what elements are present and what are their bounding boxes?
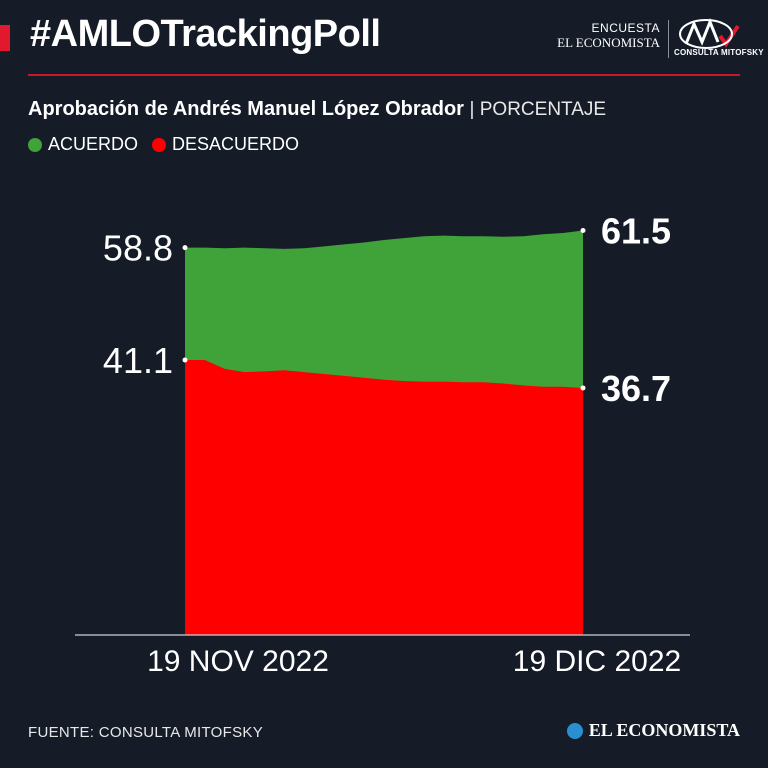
brand-line-economista: EL ECONOMISTA xyxy=(557,35,660,50)
area-series-desacuerdo xyxy=(185,360,583,635)
legend-label-acuerdo: ACUERDO xyxy=(48,134,139,154)
chart-legend: ACUERDO DESACUERDO xyxy=(28,134,299,155)
legend-label-desacuerdo: DESACUERDO xyxy=(172,134,300,154)
start-dot-acuerdo xyxy=(182,245,188,251)
subtitle-main: Aprobación de Andrés Manuel López Obrado… xyxy=(28,98,464,120)
x-tick-label-end: 19 DIC 2022 xyxy=(513,645,681,678)
brand-line-encuesta: ENCUESTA xyxy=(591,21,660,35)
footer-brand-name: EL ECONOMISTA xyxy=(588,720,740,740)
start-label-acuerdo: 58.8 xyxy=(103,228,173,269)
end-dot-acuerdo xyxy=(580,227,586,233)
legend-dot-desacuerdo xyxy=(152,137,167,152)
legend-dot-acuerdo xyxy=(28,137,42,152)
economista-logo-icon xyxy=(566,722,583,739)
legend-item-acuerdo: ACUERDO xyxy=(28,134,138,155)
end-label-acuerdo: 61.5 xyxy=(601,210,671,251)
subtitle-unit: | PORCENTAJE xyxy=(469,99,607,120)
brand-separator xyxy=(668,20,669,58)
end-label-desacuerdo: 36.7 xyxy=(601,368,671,409)
title-accent-block xyxy=(0,25,10,51)
footer-brand: EL ECONOMISTA xyxy=(566,720,740,741)
header-divider xyxy=(28,74,740,76)
start-label-desacuerdo: 41.1 xyxy=(103,340,173,381)
start-dot-desacuerdo xyxy=(182,357,188,363)
mitofsky-logo-icon xyxy=(679,17,740,49)
mitofsky-label: CONSULTA MITOFSKY xyxy=(674,48,764,57)
encuesta-brand: ENCUESTA EL ECONOMISTA xyxy=(557,22,660,49)
end-dot-desacuerdo xyxy=(580,385,586,391)
page-title: #AMLOTrackingPoll xyxy=(30,13,381,55)
legend-item-desacuerdo: DESACUERDO xyxy=(152,134,299,155)
x-tick-label-start: 19 NOV 2022 xyxy=(147,645,329,678)
chart-subtitle: Aprobación de Andrés Manuel López Obrado… xyxy=(28,98,606,121)
source-note: FUENTE: CONSULTA MITOFSKY xyxy=(28,724,264,741)
